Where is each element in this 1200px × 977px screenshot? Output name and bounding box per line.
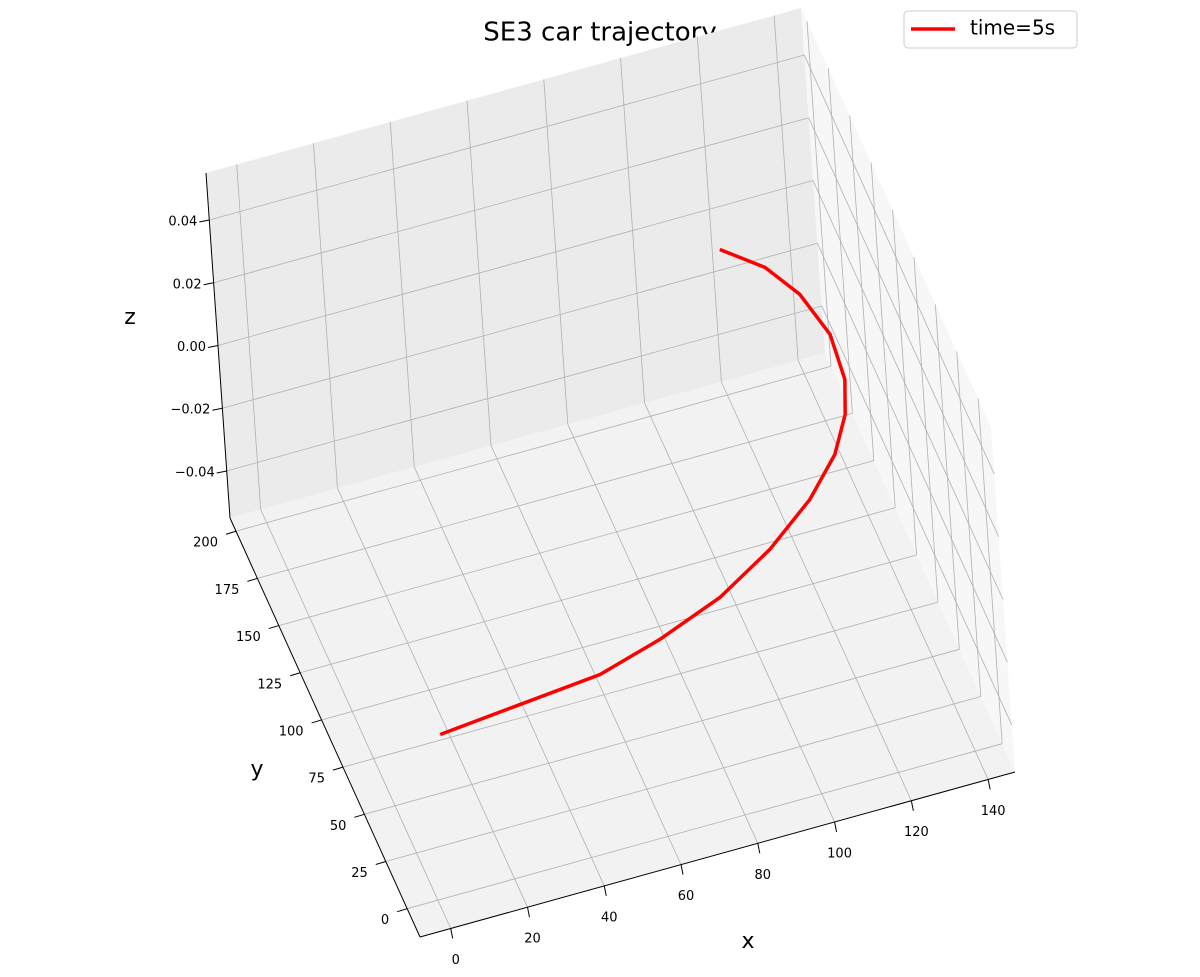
y-axis-label: y [250, 757, 263, 782]
x-tick [834, 821, 838, 833]
x-tick [757, 843, 761, 854]
y-tick-label: 100 [279, 724, 304, 739]
grid-line [413, 466, 605, 887]
grid-line [278, 460, 874, 626]
z-tick [203, 282, 214, 286]
z-tick-label: −0.02 [171, 403, 211, 418]
z-tick-label: 0.00 [177, 340, 206, 355]
x-tick-label: 140 [981, 804, 1006, 819]
trajectory-line [439, 247, 847, 737]
y-tick [332, 766, 344, 771]
x-tick [526, 907, 530, 918]
y-tick [375, 861, 386, 865]
legend-label: time=5s [970, 16, 1055, 40]
x-tick-label: 40 [601, 910, 618, 925]
y-tick [311, 719, 322, 724]
x-tick [450, 928, 454, 939]
x-tick [987, 779, 991, 790]
grid-line [321, 554, 917, 721]
y-tick-label: 125 [257, 677, 282, 692]
x-tick [910, 800, 914, 811]
x-tick [603, 885, 607, 897]
y-tick-label: 200 [193, 536, 218, 551]
x-tick-label: 60 [678, 889, 695, 904]
grid-line [257, 413, 853, 579]
z-tick [199, 219, 210, 223]
grid-line [407, 743, 1003, 910]
y-tick [268, 625, 279, 630]
grid-line [821, 305, 1013, 726]
x-tick-label: 120 [904, 825, 929, 840]
z-tick-label: 0.02 [173, 277, 202, 292]
grid-line [385, 696, 981, 862]
z-tick [216, 470, 227, 474]
grid-line [567, 424, 759, 844]
grid-line [803, 54, 995, 475]
grid-line [226, 305, 822, 472]
grid-line [260, 509, 452, 929]
y-tick-label: 150 [236, 630, 261, 645]
z-tick [212, 407, 223, 411]
y-tick [397, 908, 408, 913]
x-tick-label: 0 [452, 953, 460, 968]
grid-line [209, 54, 805, 221]
z-tick-label: −0.04 [175, 465, 215, 480]
y-tick [247, 577, 258, 582]
grid-line [490, 445, 682, 865]
y-tick-label: 50 [330, 819, 347, 834]
grid-line [808, 117, 1000, 537]
x-tick [680, 864, 684, 875]
grid-line [720, 381, 912, 801]
x-tick-label: 100 [827, 847, 852, 862]
grid-line [217, 180, 814, 346]
grid-line [797, 360, 989, 780]
grid-line [222, 242, 818, 409]
grid-line [644, 402, 835, 823]
grid-line [337, 488, 528, 908]
x-tick-label: 80 [755, 868, 772, 883]
grid-line [300, 507, 896, 674]
y-tick-label: 175 [215, 583, 240, 598]
grid-line [342, 601, 939, 768]
z-tick [207, 345, 219, 348]
y-tick-label: 75 [308, 772, 325, 787]
y-axis [229, 517, 421, 938]
z-tick-label: 0.04 [168, 215, 197, 230]
x-axis [419, 771, 1016, 938]
y-tick [290, 672, 301, 677]
grid-line [812, 180, 1004, 600]
z-axis-label: z [124, 305, 136, 330]
grid-line [213, 117, 809, 284]
x-axis-label: x [741, 929, 754, 954]
y-tick-label: 25 [351, 866, 368, 881]
y-tick [354, 813, 365, 818]
grid-line [816, 243, 1008, 663]
y-tick-label: 0 [381, 913, 389, 928]
legend-box [903, 10, 1078, 49]
grid-line [235, 365, 832, 532]
y-tick [225, 530, 237, 535]
x-tick-label: 20 [524, 932, 541, 947]
floor-pane [230, 353, 1015, 937]
grid-line [364, 648, 960, 815]
